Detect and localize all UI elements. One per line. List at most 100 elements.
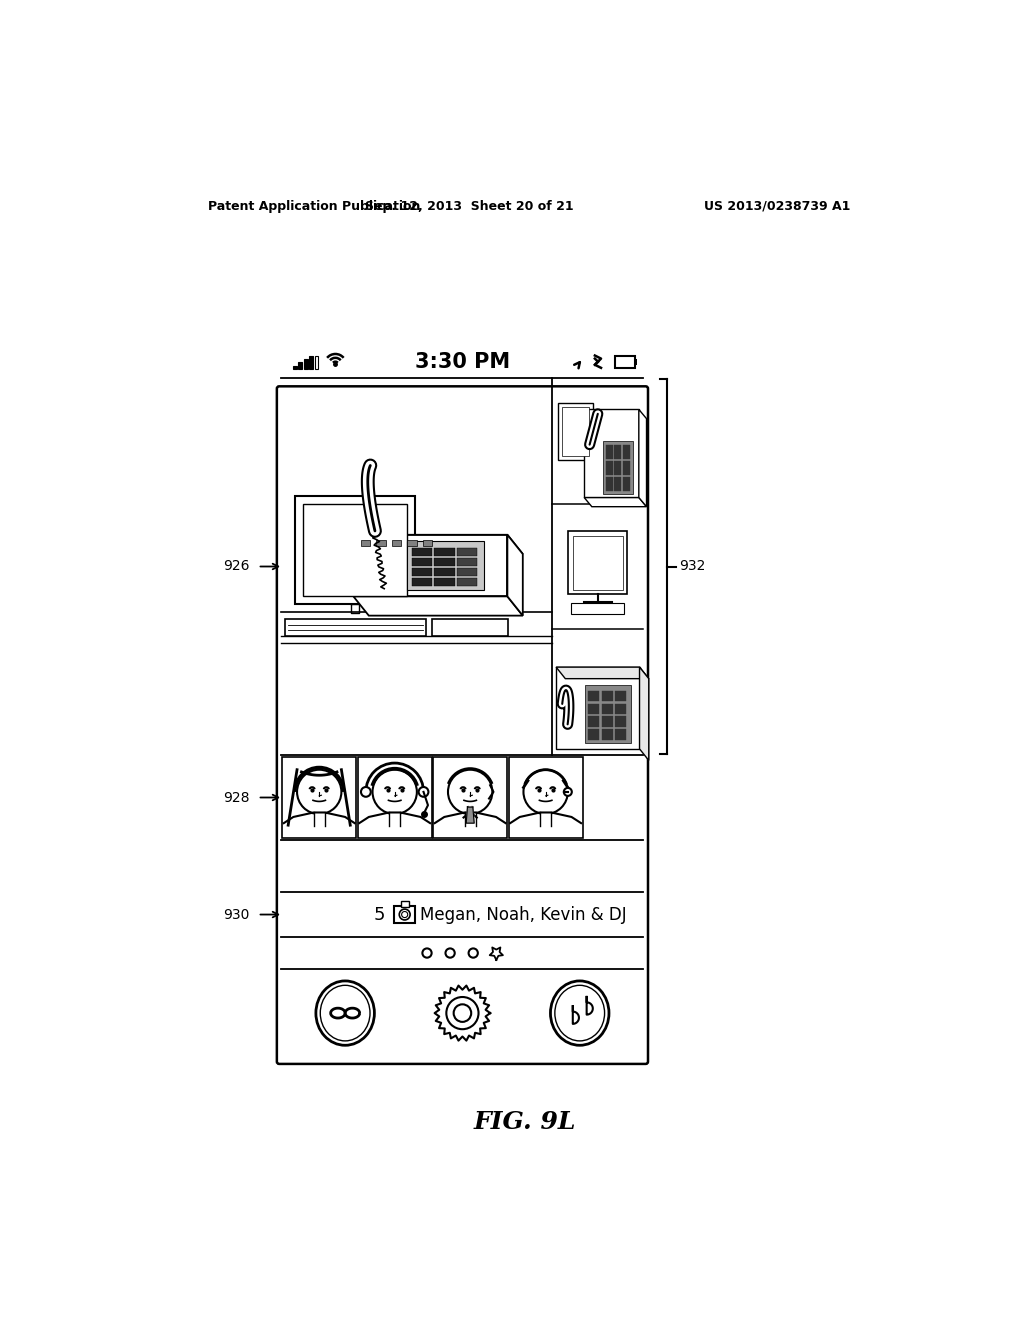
Bar (614, 477, 621, 491)
Bar (303, 504, 407, 597)
Text: 930: 930 (223, 908, 250, 921)
Bar (623, 477, 630, 491)
Text: 3:30 PM: 3:30 PM (415, 351, 510, 372)
Bar (571, 603, 625, 614)
Bar (432, 619, 508, 636)
Circle shape (297, 770, 341, 814)
Bar (465, 812, 476, 825)
Bar (295, 496, 415, 605)
Bar (568, 531, 628, 594)
Bar (304, 359, 307, 370)
Polygon shape (556, 667, 640, 748)
Bar (602, 729, 612, 739)
Bar (412, 568, 432, 576)
Bar (540, 812, 551, 825)
Bar (434, 558, 455, 565)
Bar (614, 445, 621, 459)
Bar (400, 902, 409, 907)
Bar (412, 558, 432, 565)
Bar (394, 906, 416, 923)
Bar (589, 690, 599, 701)
Text: 932: 932 (680, 560, 706, 573)
Polygon shape (640, 667, 649, 760)
Bar (457, 568, 477, 576)
Bar (309, 356, 313, 370)
Bar (605, 461, 612, 475)
Bar (389, 812, 400, 825)
Polygon shape (587, 997, 593, 1015)
Text: 928: 928 (223, 791, 250, 804)
Bar (614, 704, 626, 714)
Text: US 2013/0238739 A1: US 2013/0238739 A1 (705, 199, 851, 213)
Bar (614, 461, 621, 475)
Text: 926: 926 (223, 560, 250, 573)
Polygon shape (507, 535, 523, 615)
Ellipse shape (551, 981, 609, 1045)
Circle shape (401, 912, 408, 917)
Circle shape (564, 788, 571, 796)
Polygon shape (572, 1006, 579, 1024)
Polygon shape (353, 535, 523, 554)
Bar (635, 359, 637, 364)
Bar (602, 690, 612, 701)
Circle shape (446, 997, 478, 1030)
Bar (286, 619, 426, 636)
Bar (558, 403, 593, 459)
Bar (412, 578, 432, 586)
Circle shape (469, 949, 478, 958)
Text: FIG. 9L: FIG. 9L (473, 1110, 577, 1134)
Bar (603, 441, 634, 494)
Bar (623, 445, 630, 459)
Polygon shape (584, 498, 646, 507)
Polygon shape (556, 667, 649, 678)
Bar (602, 717, 612, 727)
Circle shape (454, 1005, 471, 1022)
Bar (589, 717, 599, 727)
Text: Megan, Noah, Kevin & DJ: Megan, Noah, Kevin & DJ (420, 906, 627, 924)
Text: Sep. 12, 2013  Sheet 20 of 21: Sep. 12, 2013 Sheet 20 of 21 (365, 199, 573, 213)
Bar (377, 540, 386, 546)
Bar (357, 758, 432, 838)
Bar (434, 568, 455, 576)
Bar (314, 356, 318, 370)
Bar (623, 461, 630, 475)
Bar (509, 758, 583, 838)
Ellipse shape (555, 985, 604, 1041)
Bar (457, 548, 477, 556)
Bar (605, 445, 612, 459)
Polygon shape (353, 597, 523, 615)
Bar (614, 690, 626, 701)
Bar (589, 704, 599, 714)
Text: 5: 5 (373, 906, 385, 924)
Circle shape (399, 909, 410, 920)
Circle shape (523, 770, 568, 814)
Text: Patent Application Publication: Patent Application Publication (208, 199, 420, 213)
Polygon shape (353, 535, 507, 597)
Polygon shape (466, 807, 474, 824)
Bar (562, 407, 589, 455)
Bar (433, 758, 507, 838)
Bar (423, 540, 432, 546)
Bar (614, 355, 635, 368)
Bar (408, 540, 417, 546)
Bar (457, 558, 477, 565)
Bar (614, 729, 626, 739)
Circle shape (422, 949, 432, 958)
Bar (586, 685, 631, 743)
Circle shape (447, 770, 493, 814)
Bar (605, 477, 612, 491)
Ellipse shape (321, 985, 370, 1041)
Circle shape (445, 949, 455, 958)
Bar (293, 366, 297, 370)
Bar (589, 729, 599, 739)
FancyBboxPatch shape (276, 387, 648, 1064)
Bar (434, 578, 455, 586)
Bar (602, 704, 612, 714)
Polygon shape (434, 986, 490, 1040)
Bar (392, 540, 401, 546)
Bar (412, 548, 432, 556)
Bar (572, 536, 623, 590)
Bar (283, 758, 356, 838)
Bar (457, 578, 477, 586)
Circle shape (373, 770, 417, 814)
